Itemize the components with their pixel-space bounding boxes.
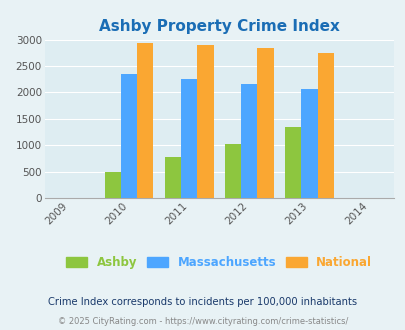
Legend: Ashby, Massachusetts, National: Ashby, Massachusetts, National [61, 251, 376, 274]
Bar [137, 43, 153, 198]
Text: © 2025 CityRating.com - https://www.cityrating.com/crime-statistics/: © 2025 CityRating.com - https://www.city… [58, 317, 347, 326]
Bar [241, 84, 257, 198]
Bar [164, 157, 181, 198]
Bar [121, 74, 137, 198]
Text: Crime Index corresponds to incidents per 100,000 inhabitants: Crime Index corresponds to incidents per… [48, 297, 357, 307]
Bar [181, 79, 197, 198]
Bar [257, 48, 273, 198]
Title: Ashby Property Crime Index: Ashby Property Crime Index [98, 19, 339, 34]
Bar [301, 89, 317, 198]
Bar [224, 144, 241, 198]
Bar [197, 45, 213, 198]
Bar [284, 127, 301, 198]
Bar [104, 172, 121, 198]
Bar [317, 53, 333, 198]
